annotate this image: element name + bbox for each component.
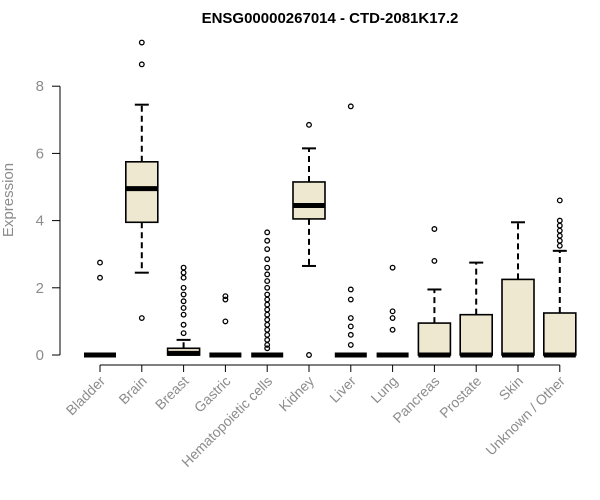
outlier-point [556, 237, 563, 244]
outlier-point [389, 315, 396, 321]
box-prostate [459, 261, 494, 358]
box-brain [125, 39, 159, 321]
outlier-point [264, 284, 271, 291]
outlier-point [138, 315, 145, 321]
y-axis: 0 2 4 6 8 [36, 78, 61, 364]
outlier-point [264, 336, 271, 343]
outlier-point [347, 331, 354, 338]
outlier-point [556, 222, 563, 229]
outlier-point [264, 306, 271, 313]
outlier-point [264, 326, 271, 333]
outlier-point [264, 237, 271, 244]
outlier-point [264, 278, 271, 285]
y-axis-label: Expression [0, 163, 17, 237]
outlier-point [264, 264, 271, 271]
outlier-point [347, 286, 354, 293]
box-kidney [292, 121, 326, 358]
x-tick-label: Prostate [436, 373, 484, 421]
y-tick-label: 0 [36, 347, 44, 364]
outlier-point [556, 232, 563, 239]
outlier-point [389, 264, 396, 271]
outlier-point [180, 321, 187, 328]
box-breast [166, 264, 201, 356]
outlier-point [222, 293, 229, 300]
outlier-point [556, 197, 563, 204]
x-tick-label: Unknown / Other [482, 373, 568, 459]
x-tick-label: Bladder [63, 373, 109, 419]
y-tick-label: 4 [36, 213, 44, 230]
y-tick-label: 2 [36, 280, 44, 297]
outlier-point [264, 229, 271, 236]
x-tick-label: Kidney [276, 373, 318, 415]
box-skin [501, 221, 535, 358]
outlier-point [556, 227, 563, 234]
x-tick-label: Breast [152, 373, 192, 413]
box-body [125, 161, 159, 224]
outlier-point [556, 217, 563, 224]
box-gastric [209, 293, 242, 358]
outlier-point [264, 331, 271, 338]
outlier-point [222, 296, 229, 303]
box-body [501, 278, 535, 356]
y-tick-label: 8 [36, 78, 44, 95]
outlier-point [264, 311, 271, 318]
box-liver [334, 103, 367, 358]
outlier-point [180, 291, 187, 298]
outlier-point [264, 316, 271, 323]
box-unknown-other [542, 197, 577, 358]
box-hematopoietic-cells [251, 229, 284, 358]
outlier-point [222, 318, 229, 325]
x-tick-label: Skin [496, 373, 527, 404]
x-tick-label: Lung [367, 373, 400, 406]
outlier-point [389, 326, 396, 333]
outlier-point [264, 345, 271, 352]
outlier-point [306, 121, 312, 128]
outlier-point [138, 39, 145, 46]
y-tick-label: 6 [36, 145, 44, 162]
outlier-point [347, 341, 354, 348]
outlier-point [264, 296, 271, 303]
box-body [542, 312, 577, 356]
outlier-point [264, 256, 271, 263]
plot-area [84, 39, 577, 358]
outlier-point [264, 321, 271, 328]
x-tick-label: Liver [326, 373, 359, 406]
outlier-point [180, 298, 187, 305]
outlier-point [556, 242, 563, 249]
outlier-point [180, 330, 187, 337]
outlier-point [347, 315, 354, 321]
chart-title: ENSG00000267014 - CTD-2081K17.2 [202, 10, 459, 27]
box-body [417, 322, 452, 356]
outlier-point [97, 274, 103, 281]
outlier-point [347, 296, 354, 303]
outlier-point [138, 61, 145, 68]
outlier-point [264, 301, 271, 308]
box-lung [376, 264, 409, 358]
box-pancreas [417, 226, 452, 358]
outlier-point [180, 274, 187, 281]
outlier-point [180, 305, 187, 311]
outlier-point [306, 352, 312, 358]
outlier-point [389, 308, 396, 315]
outlier-point [264, 291, 271, 298]
outlier-point [180, 269, 187, 276]
x-tick-label: Brain [115, 373, 149, 407]
outlier-point [431, 226, 438, 232]
outlier-point [97, 259, 103, 266]
box-bladder [84, 259, 116, 358]
outlier-point [180, 264, 187, 271]
box-body [292, 181, 326, 220]
outlier-point [264, 271, 271, 278]
outlier-point [264, 246, 271, 253]
outlier-point [180, 311, 187, 318]
outlier-point [347, 323, 354, 330]
outlier-point [347, 103, 354, 110]
outlier-point [431, 257, 438, 264]
outlier-point [180, 284, 187, 291]
box-body [459, 313, 494, 356]
